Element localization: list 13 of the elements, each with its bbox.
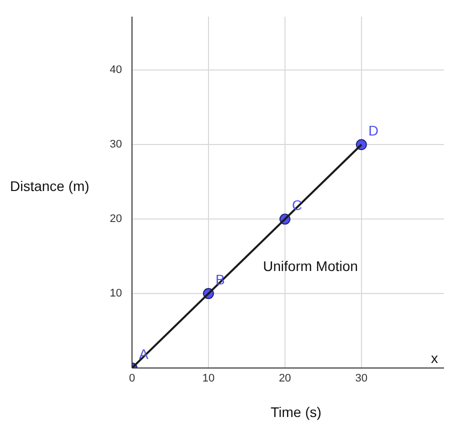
y-tick-label: 20 (110, 213, 122, 226)
x-axis-title: Time (s) (270, 404, 322, 420)
y-tick-label: 40 (110, 64, 122, 76)
x-tick-label: 30 (355, 372, 368, 385)
x-tick-label: 10 (202, 372, 215, 385)
x-tick-label: 20 (278, 372, 292, 385)
x-tick-label: 0 (128, 372, 136, 385)
annotation: D (368, 122, 379, 139)
y-tick-label: 10 (110, 288, 122, 300)
y-tick-label: 30 (110, 138, 122, 151)
y-axis-title: Distance (m) (10, 178, 90, 194)
annotation: x (431, 350, 438, 366)
annotation: Uniform Motion (263, 258, 358, 274)
